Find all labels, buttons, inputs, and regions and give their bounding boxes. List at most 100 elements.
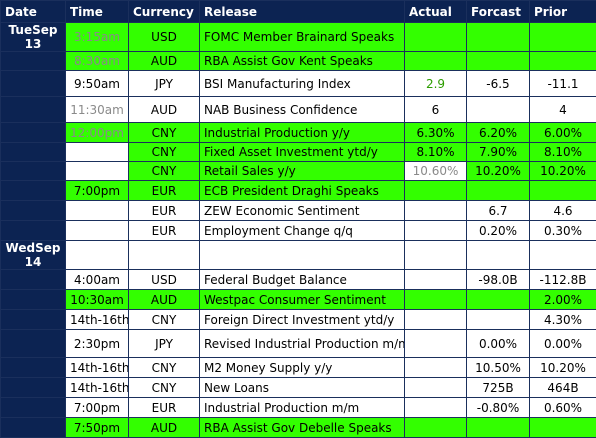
header-release: Release [200,1,405,23]
cell-release: RBA Assist Gov Debelle Speaks [200,418,405,438]
cell-forecast: -6.5 [467,71,530,97]
table-row: CNY Retail Sales y/y 10.60% 10.20% 10.20… [1,162,596,181]
cell-forecast [467,52,530,71]
empty-cell [405,241,467,270]
cell-prior: -11.1 [530,71,596,97]
cell-time [66,201,129,221]
cell-time: 12:00pm [66,123,129,143]
date-column-filler [1,418,66,438]
cell-prior: 10.20% [530,358,596,378]
cell-currency: AUD [129,290,200,310]
cell-release: Retail Sales y/y [200,162,405,181]
table-row: 7:50pm AUD RBA Assist Gov Debelle Speaks [1,418,596,438]
cell-actual [405,418,467,438]
cell-release: Westpac Consumer Sentiment [200,290,405,310]
cell-release: ECB President Draghi Speaks [200,181,405,201]
cell-release: Employment Change q/q [200,221,405,241]
cell-forecast: 0.00% [467,330,530,358]
cell-prior: 4 [530,97,596,123]
cell-prior [530,23,596,52]
cell-currency: CNY [129,162,200,181]
table-row: 7:00pm EUR ECB President Draghi Speaks [1,181,596,201]
cell-release: Revised Industrial Production m/m [200,330,405,358]
cell-time: 14th-16th [66,310,129,330]
date-column-filler [1,201,66,221]
cell-forecast [467,97,530,123]
cell-forecast [467,181,530,201]
date-column-filler [1,221,66,241]
empty-cell [129,241,200,270]
cell-prior [530,181,596,201]
table-row: 14th-16th CNY Foreign Direct Investment … [1,310,596,330]
date-column-filler [1,123,66,143]
cell-actual [405,201,467,221]
table-row: 11:30am AUD NAB Business Confidence 6 4 [1,97,596,123]
cell-time: 7:00pm [66,181,129,201]
cell-forecast [467,290,530,310]
cell-prior: 8.10% [530,143,596,162]
cell-prior: 0.30% [530,221,596,241]
cell-currency: CNY [129,378,200,398]
date-column-filler [1,270,66,290]
cell-release: Industrial Production m/m [200,398,405,418]
cell-actual: 10.60% [405,162,467,181]
cell-actual [405,52,467,71]
date-column-filler [1,330,66,358]
cell-time: 14th-16th [66,378,129,398]
cell-time: 8:30am [66,52,129,71]
cell-actual [405,270,467,290]
cell-actual [405,290,467,310]
table-row: EUR ZEW Economic Sentiment 6.7 4.6 [1,201,596,221]
table-row: EUR Employment Change q/q 0.20% 0.30% [1,221,596,241]
cell-forecast: 0.20% [467,221,530,241]
header-prior: Prior [530,1,596,23]
date-column-filler [1,162,66,181]
table-row: 14th-16th CNY M2 Money Supply y/y 10.50%… [1,358,596,378]
cell-prior [530,52,596,71]
cell-time [66,221,129,241]
date-column-filler [1,52,66,71]
table-row: 4:00am USD Federal Budget Balance -98.0B… [1,270,596,290]
cell-actual [405,181,467,201]
cell-forecast: -98.0B [467,270,530,290]
cell-forecast: 7.90% [467,143,530,162]
cell-release: ZEW Economic Sentiment [200,201,405,221]
cell-forecast: -0.80% [467,398,530,418]
cell-currency: EUR [129,181,200,201]
cell-time: 3:15am [66,23,129,52]
cell-actual [405,221,467,241]
header-forecast: Forcast [467,1,530,23]
date-column-filler [1,358,66,378]
cell-time: 10:30am [66,290,129,310]
cell-currency: CNY [129,358,200,378]
cell-actual: 8.10% [405,143,467,162]
cell-actual: 6 [405,97,467,123]
cell-forecast [467,418,530,438]
cell-prior: 2.00% [530,290,596,310]
table-row: 2:30pm JPY Revised Industrial Production… [1,330,596,358]
cell-currency: CNY [129,143,200,162]
cell-time [66,162,129,181]
cell-forecast [467,23,530,52]
cell-forecast: 10.50% [467,358,530,378]
empty-cell [467,241,530,270]
table-row: 9:50am JPY BSI Manufacturing Index 2.9 -… [1,71,596,97]
cell-release: Federal Budget Balance [200,270,405,290]
cell-forecast: 6.20% [467,123,530,143]
empty-cell [530,241,596,270]
cell-currency: EUR [129,201,200,221]
date-column-filler [1,97,66,123]
header-date: Date [1,1,66,23]
cell-time: 7:00pm [66,398,129,418]
date-column-filler [1,398,66,418]
cell-time: 4:00am [66,270,129,290]
cell-prior: -112.8B [530,270,596,290]
table-row: 7:00pm EUR Industrial Production m/m -0.… [1,398,596,418]
table-row: 10:30am AUD Westpac Consumer Sentiment 2… [1,290,596,310]
cell-release: FOMC Member Brainard Speaks [200,23,405,52]
date-column-filler [1,143,66,162]
cell-currency: JPY [129,71,200,97]
